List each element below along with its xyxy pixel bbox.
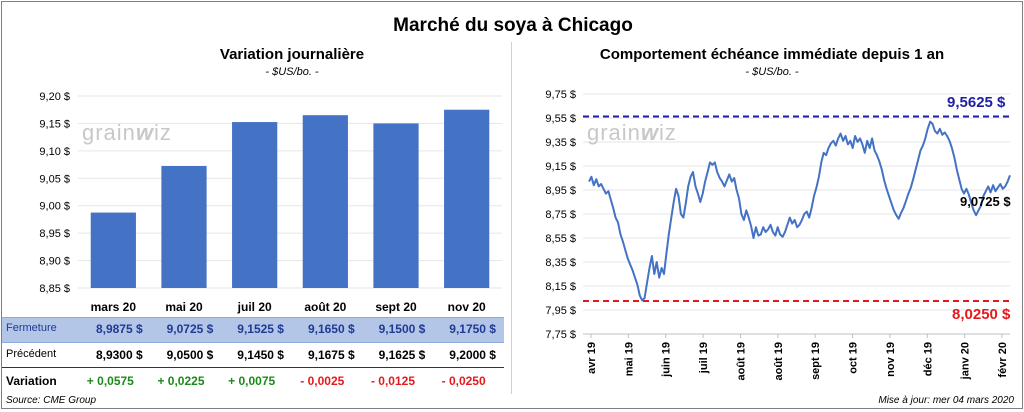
watermark-text-d: iz	[659, 120, 677, 145]
bar	[444, 109, 490, 288]
bar	[232, 122, 278, 288]
bar-ytick-label: 9,00 $	[39, 201, 70, 213]
report-title: Marché du soya à Chicago	[393, 15, 633, 36]
bar-ytick-label: 9,15 $	[39, 118, 70, 130]
table-cell: 9,1750 $	[449, 322, 496, 336]
last-value-label: 9,0725 $	[960, 194, 1011, 209]
watermark-w-icon-2: w	[640, 120, 660, 145]
line-ytick-label: 8,15 $	[545, 281, 576, 293]
watermark-w-icon: w	[135, 120, 155, 145]
line-xtick-label: août 19	[773, 342, 785, 381]
footer-update: Mise à jour: mer 04 mars 2020	[878, 395, 1014, 406]
bar-ytick-label: 8,95 $	[39, 228, 70, 240]
bar-ytick-label: 9,10 $	[39, 146, 70, 158]
left-chart-title: Variation journalière	[219, 46, 365, 63]
line-xtick-label: nov 19	[885, 342, 897, 377]
table-cell: - 0,0250	[441, 374, 486, 388]
right-chart-title: Comportement échéance immédiate depuis 1…	[599, 46, 945, 63]
left-chart-unit: - $US/bo. -	[265, 66, 319, 78]
line-ytick-label: 9,35 $	[545, 137, 576, 149]
line-ytick-label: 8,75 $	[545, 209, 576, 221]
bar-category-label: mai 20	[165, 300, 203, 314]
bar-category-label: mars 20	[91, 300, 137, 314]
min-label: 8,0250 $	[952, 306, 1011, 323]
line-xtick-label: déc 19	[922, 342, 934, 376]
watermark-right: grainwiz	[587, 120, 677, 146]
bar-category-label: nov 20	[448, 300, 486, 314]
close-table: Fermeture 8,9875 $ 9,0725 $ 9,1525 $ 9,1650 …	[2, 2, 512, 412]
table-cell: 9,1625 $	[378, 348, 426, 362]
table-row-label: Variation	[6, 374, 57, 388]
bar-chart: 8,85 $ 8,90 $ 8,95 $ 9,00 $ 9,05 $ 9,10 $ 9,15…	[39, 91, 502, 314]
line-ytick-label: 7,75 $	[545, 329, 576, 341]
table-row-fermeture-bg	[2, 317, 504, 343]
line-xtick-label: août 19	[735, 342, 747, 381]
footer-source: Source: CME Group	[6, 395, 97, 406]
max-label: 9,5625 $	[947, 94, 1006, 111]
line-xtick-label: sept 19	[810, 342, 822, 380]
table-cell: + 0,0225	[157, 374, 205, 388]
bar	[161, 165, 207, 288]
price-series-line	[588, 120, 1011, 302]
panel-divider	[511, 42, 512, 394]
table-cell: 9,0500 $	[166, 348, 214, 362]
table-cell: 9,0725 $	[166, 322, 214, 336]
line-xtick-label: janv 20	[960, 342, 972, 380]
bar	[373, 123, 419, 288]
line-xtick-label: avr 19	[586, 342, 598, 374]
line-ytick-label: 9,55 $	[545, 113, 576, 125]
line-ytick-label: 7,95 $	[545, 305, 576, 317]
line-ytick-label: 8,95 $	[545, 185, 576, 197]
bar-category-label: juil 20	[237, 300, 272, 314]
table-cell: 9,1450 $	[237, 348, 284, 362]
bar-ytick-label: 8,85 $	[39, 283, 70, 295]
line-ytick-label: 9,75 $	[545, 89, 576, 101]
watermark-text-c: grain	[587, 120, 641, 145]
bar-ytick-label: 9,05 $	[39, 173, 70, 185]
line-chart: 7,75 $ 7,95 $ 8,15 $ 8,35 $ 8,55 $ 8,75 $ 8,95…	[545, 89, 1011, 381]
line-xtick-label: mai 19	[623, 342, 635, 376]
table-cell: - 0,0025	[300, 374, 345, 388]
bar-ytick-label: 9,20 $	[39, 91, 70, 103]
line-xtick-label: juil 19	[698, 342, 710, 374]
table-cell: 9,1650 $	[307, 322, 355, 336]
bar-category-label: août 20	[304, 300, 346, 314]
table-cell: + 0,0075	[228, 374, 276, 388]
watermark-left: grainwiz	[82, 120, 172, 146]
line-xtick-label: oct 19	[848, 342, 860, 374]
table-cell: 8,9300 $	[95, 348, 143, 362]
line-ytick-label: 8,55 $	[545, 233, 576, 245]
bar-ytick-label: 8,90 $	[39, 256, 70, 268]
table-cell: 9,1500 $	[378, 322, 426, 336]
bar	[302, 115, 348, 288]
table-divider	[2, 367, 504, 368]
table-row-label: Précédent	[6, 348, 57, 360]
bar-category-label: sept 20	[375, 300, 417, 314]
table-cell: 9,2000 $	[449, 348, 496, 362]
watermark-text-a: grain	[82, 120, 136, 145]
bar	[90, 212, 136, 288]
table-cell: 9,1525 $	[237, 322, 284, 336]
line-ytick-label: 8,35 $	[545, 257, 576, 269]
line-ytick-label: 9,15 $	[545, 161, 576, 173]
watermark-text-b: iz	[154, 120, 172, 145]
right-chart-unit: - $US/bo. -	[745, 66, 799, 78]
table-cell: + 0,0575	[86, 374, 134, 388]
table-row-label: Fermeture	[6, 322, 57, 334]
line-xtick-label: févr 20	[997, 342, 1009, 377]
line-xtick-label: juin 19	[661, 342, 673, 378]
table-cell: 9,1675 $	[307, 348, 355, 362]
table-cell: 8,9875 $	[95, 322, 143, 336]
table-cell: - 0,0125	[370, 374, 415, 388]
